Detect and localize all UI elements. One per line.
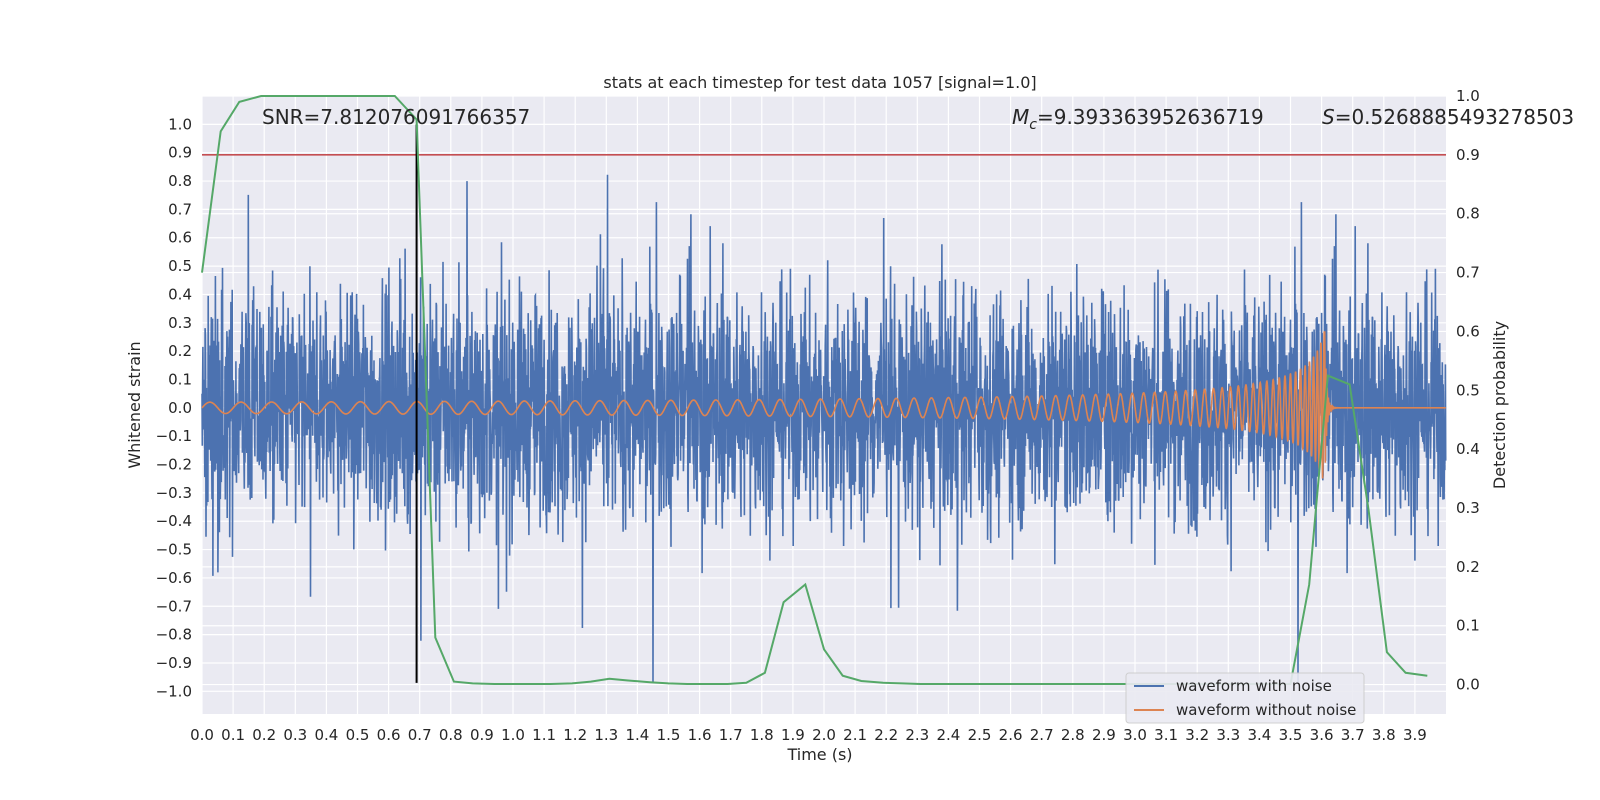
y-left-tick-label: −0.1	[156, 427, 192, 445]
x-tick-label: 2.8	[1061, 726, 1085, 744]
y-left-tick-label: −0.4	[156, 512, 192, 530]
y-right-tick-label: 0.5	[1456, 381, 1480, 399]
annotation-snr: SNR=7.812076091766357	[262, 105, 530, 129]
x-tick-label: 3.9	[1403, 726, 1427, 744]
x-tick-label: 3.5	[1279, 726, 1303, 744]
y-left-tick-label: −0.6	[156, 569, 192, 587]
y-right-tick-label: 0.0	[1456, 676, 1480, 694]
x-tick-label: 3.2	[1185, 726, 1209, 744]
x-tick-label: 3.8	[1372, 726, 1396, 744]
x-tick-label: 1.7	[719, 726, 743, 744]
y-left-tick-label: 0.6	[168, 229, 192, 247]
x-tick-label: 2.9	[1092, 726, 1116, 744]
y-left-tick-label: −0.7	[156, 597, 192, 615]
y-left-tick-label: 0.1	[168, 370, 192, 388]
y-left-tick-label: 0.7	[168, 200, 192, 218]
y-left-tick-label: 0.8	[168, 172, 192, 190]
x-tick-labels: 0.0 0.1 0.2 0.3 0.4 0.5 0.6 0.7 0.8 0.9 1.0 1.1 1.2 1…	[190, 726, 1427, 744]
annotation-chirp-mass: Mc=9.393363952636719	[1012, 105, 1264, 133]
x-tick-label: 3.7	[1341, 726, 1365, 744]
x-tick-label: 3.0	[1123, 726, 1147, 744]
x-tick-label: 2.7	[1030, 726, 1054, 744]
y-right-tick-label: 0.2	[1456, 558, 1480, 576]
y-left-axis-label: Whitened strain	[125, 341, 144, 468]
x-tick-label: 0.2	[252, 726, 276, 744]
x-tick-label: 2.1	[843, 726, 867, 744]
y-left-tick-label: 0.5	[168, 257, 192, 275]
annotation-chirp-mass-symbol: M	[1012, 105, 1029, 129]
x-tick-label: 2.2	[874, 726, 898, 744]
x-tick-label: 1.2	[563, 726, 587, 744]
y-right-tick-label: 0.3	[1456, 499, 1480, 517]
annotation-spin-value: =0.5268885493278503	[1335, 105, 1574, 129]
x-tick-label: 2.6	[999, 726, 1023, 744]
x-tick-label: 1.8	[750, 726, 774, 744]
legend-box	[1125, 672, 1365, 724]
y-right-axis-label: Detection probability	[1490, 321, 1509, 489]
annotation-chirp-mass-subscript: c	[1029, 117, 1037, 133]
x-tick-label: 0.7	[408, 726, 432, 744]
chart-title: stats at each timestep for test data 105…	[603, 73, 1036, 92]
y-left-tick-label: 1.0	[168, 115, 192, 133]
y-left-tick-labels: −1.0 −0.9 −0.8 −0.7 −0.6 −0.5 −0.4 −0.3 −0.2 −0.1…	[156, 115, 192, 700]
x-tick-label: 3.6	[1310, 726, 1334, 744]
x-tick-label: 0.5	[346, 726, 370, 744]
y-right-tick-labels: 0.0 0.1 0.2 0.3 0.4 0.5 0.6 0.7 0.8 0.9 1.0	[1456, 87, 1480, 694]
y-left-tick-label: −0.8	[156, 626, 192, 644]
x-tick-label: 3.3	[1216, 726, 1240, 744]
y-left-tick-label: −0.5	[156, 541, 192, 559]
y-left-tick-label: −0.9	[156, 654, 192, 672]
x-tick-label: 1.5	[657, 726, 681, 744]
x-tick-label: 1.1	[532, 726, 556, 744]
x-tick-label: 0.8	[439, 726, 463, 744]
x-tick-label: 2.4	[936, 726, 960, 744]
x-tick-label: 1.3	[594, 726, 618, 744]
annotation-spin: S=0.5268885493278503	[1322, 105, 1574, 129]
y-right-tick-label: 0.6	[1456, 322, 1480, 340]
x-tick-label: 1.4	[625, 726, 649, 744]
y-left-tick-label: −1.0	[156, 682, 192, 700]
x-tick-label: 2.5	[968, 726, 992, 744]
annotation-spin-symbol: S	[1322, 105, 1335, 129]
y-right-tick-label: 0.9	[1456, 146, 1480, 164]
x-axis-label: Time (s)	[786, 745, 852, 764]
y-right-tick-label: 0.1	[1456, 617, 1480, 635]
y-left-tick-label: 0.4	[168, 285, 192, 303]
x-tick-label: 0.9	[470, 726, 494, 744]
y-left-tick-label: −0.2	[156, 456, 192, 474]
y-right-tick-label: 0.7	[1456, 264, 1480, 282]
legend: waveform with noise waveform without noi…	[1125, 672, 1365, 724]
y-left-tick-label: 0.0	[168, 399, 192, 417]
x-tick-label: 0.4	[314, 726, 338, 744]
legend-label-clean: waveform without noise	[1176, 701, 1356, 719]
x-tick-label: 1.6	[688, 726, 712, 744]
x-tick-label: 0.3	[283, 726, 307, 744]
x-tick-label: 1.9	[781, 726, 805, 744]
x-tick-label: 1.0	[501, 726, 525, 744]
x-tick-label: 0.1	[221, 726, 245, 744]
clean-line	[201, 331, 1446, 479]
x-tick-label: 0.0	[190, 726, 214, 744]
annotation-chirp-mass-value: =9.393363952636719	[1037, 105, 1264, 129]
x-tick-label: 3.1	[1154, 726, 1178, 744]
y-left-tick-label: −0.3	[156, 484, 192, 502]
x-tick-label: 3.4	[1247, 726, 1271, 744]
y-left-tick-label: 0.2	[168, 342, 192, 360]
y-left-tick-label: 0.9	[168, 144, 192, 162]
x-tick-label: 0.6	[377, 726, 401, 744]
y-left-tick-label: 0.3	[168, 314, 192, 332]
y-right-tick-label: 0.8	[1456, 205, 1480, 223]
series-waveform-without-noise	[201, 331, 1446, 479]
y-right-tick-label: 1.0	[1456, 87, 1480, 105]
x-tick-label: 2.0	[812, 726, 836, 744]
x-tick-label: 2.3	[905, 726, 929, 744]
legend-label-noise: waveform with noise	[1176, 677, 1332, 695]
y-right-tick-label: 0.4	[1456, 440, 1480, 458]
